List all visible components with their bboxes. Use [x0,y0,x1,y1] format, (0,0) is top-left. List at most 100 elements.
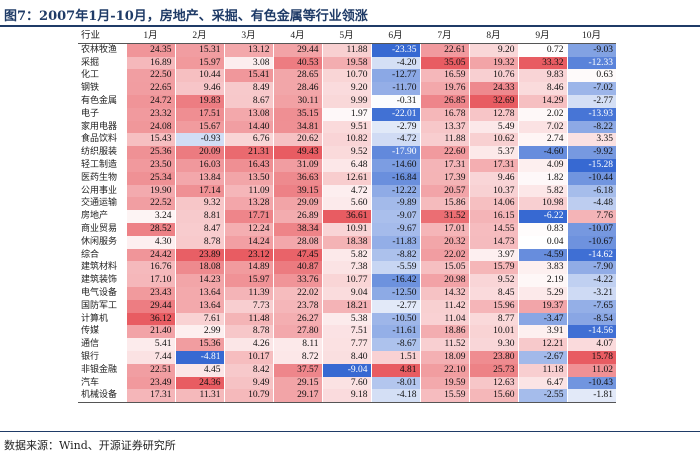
return-cell: -10.44 [566,171,616,185]
table-row: 国防军工 29.44 13.64 7.73 23.78 18.21 -2.77 11.42 15… [78,299,616,313]
return-cell: 15.60 [468,389,518,404]
return-cell: 16.15 [468,210,518,223]
return-cell: 11.39 [223,286,273,300]
return-cell: 6.76 [223,133,273,147]
table-row: 医药生物 25.34 13.84 13.50 36.63 12.61 -16.84 17.39… [78,171,616,185]
return-cell: 10.37 [468,184,518,198]
table-row: 电子 23.32 17.51 13.08 35.15 1.97 -22.01 16.78 12.… [78,107,616,121]
return-cell: 7.61 [174,312,224,326]
industry-name: 医药生物 [81,172,118,183]
industry-name: 通信 [81,339,100,350]
return-cell: -15.28 [566,158,616,172]
table-row: 非银金融 22.51 4.45 8.42 37.57 -9.04 4.81 22.10 25.7… [78,363,616,377]
industry-name: 电子 [81,108,100,119]
return-cell: -12.22 [370,184,420,198]
table-row: 商业贸易 28.52 8.47 12.24 38.34 10.91 -9.67 17.01 14… [78,222,616,236]
return-cell: 11.88 [419,133,469,147]
return-cell: 24.42 [125,248,175,262]
industry-name: 家用电器 [81,121,118,132]
return-cell: 8.81 [174,210,224,223]
return-cell: 8.77 [468,312,518,326]
return-cell: -2.77 [566,94,616,108]
return-cell: 17.71 [223,210,273,223]
return-cell: 28.46 [272,82,322,95]
industry-name: 机械设备 [78,389,126,404]
return-cell: 11.18 [517,363,567,377]
table-row: 交通运输 22.52 9.32 13.28 29.09 5.60 -9.89 15.86 14.… [78,197,616,211]
return-cell: 13.08 [223,107,273,121]
industry-name: 建筑材料 [81,262,118,273]
return-cell: -4.60 [517,146,567,159]
source-note: 数据来源：Wind、开源证券研究所 [4,439,176,452]
return-cell: 18.38 [321,235,371,249]
return-cell: 24.33 [468,82,518,95]
return-cell: -0.31 [370,94,420,108]
return-cell: 19.58 [321,56,371,70]
return-cell: 35.15 [272,107,322,121]
industry-name: 农林牧渔 [81,44,118,55]
table-row: 化工 22.50 10.44 15.41 28.65 10.70 -12.77 16.59 10… [78,69,616,83]
return-cell: 24.72 [125,94,175,108]
return-cell: 16.76 [125,261,175,275]
return-cell: 9.32 [174,197,224,211]
return-cell: 5.29 [517,286,567,300]
return-cell: 14.06 [468,197,518,211]
table-row: 农林牧渔 24.35 15.31 13.12 29.44 11.88 -23.35 22.61… [78,43,616,57]
return-cell: 0.72 [517,43,567,57]
return-cell: 10.62 [468,133,518,147]
industry-name: 食品饮料 [81,134,118,145]
return-cell: 0.83 [517,222,567,236]
industry-name: 商业贸易 [81,223,118,234]
return-cell: 29.44 [125,299,175,313]
table-row: 建筑装饰 17.10 14.23 15.97 33.76 10.77 -16.42 20.98… [78,274,616,287]
industry-name: 钢铁 [81,83,100,94]
return-cell: 16.89 [125,56,175,70]
return-cell: 26.89 [272,210,322,223]
return-cell: 18.09 [419,350,469,364]
return-cell: 4.26 [223,338,273,351]
return-cell: -17.90 [370,146,420,159]
return-cell: 29.09 [272,197,322,211]
table-row: 传媒 21.40 2.99 8.78 27.80 7.51 -11.61 18.86 10.01… [78,325,616,339]
return-cell: 3.08 [223,56,273,70]
table-row: 电气设备 23.43 13.64 11.39 22.02 9.04 -12.50 14.32 8… [78,286,616,300]
table-row: 公用事业 19.90 17.14 11.09 39.15 4.72 -12.22 20.57 1… [78,184,616,198]
return-cell: 10.98 [517,197,567,211]
table-row: 建筑材料 16.76 18.08 14.89 40.87 7.38 -5.59 15.05 15… [78,261,616,275]
return-cell: 20.32 [419,235,469,249]
return-cell: 23.89 [174,248,224,262]
return-cell: -9.89 [370,197,420,211]
industry-name: 国防军工 [81,300,118,311]
industry-name: 交通运输 [81,198,118,209]
return-cell: -11.61 [370,325,420,339]
return-cell: 5.82 [517,184,567,198]
return-cell: 9.99 [321,94,371,108]
return-cell: 15.97 [174,56,224,70]
return-cell: -11.83 [370,235,420,249]
return-cell: 26.85 [419,94,469,108]
return-cell: 3.24 [125,210,175,223]
return-cell: 9.20 [321,82,371,95]
return-cell: 10.82 [321,133,371,147]
return-cell: 26.27 [272,312,322,326]
return-cell: -9.03 [566,43,616,57]
return-cell: -10.67 [566,235,616,249]
return-cell: 20.98 [419,274,469,287]
table-row: 食品饮料 15.43 -0.93 6.76 20.62 10.82 -4.72 11.88 10… [78,133,616,147]
return-cell: 10.77 [321,274,371,287]
industry-name: 综合 [81,249,100,260]
return-cell: 4.09 [517,158,567,172]
return-cell: 14.55 [468,222,518,236]
return-cell: 3.91 [517,325,567,339]
return-cell: 9.46 [468,171,518,185]
return-cell: 25.34 [125,171,175,185]
return-cell: 36.12 [125,312,175,326]
return-cell: 10.70 [321,69,371,83]
return-cell: 11.48 [223,312,273,326]
return-cell: 17.39 [419,171,469,185]
industry-returns-table: 行业 1月 2月 3月 4月 5月 6月 7月 8月 9月 10月 农林牧渔 24.35 15.31 1… [78,30,616,404]
return-cell: 7.44 [125,350,175,364]
return-cell: 7.77 [321,338,371,351]
industry-name: 采掘 [81,57,100,68]
return-cell: -8.67 [370,338,420,351]
